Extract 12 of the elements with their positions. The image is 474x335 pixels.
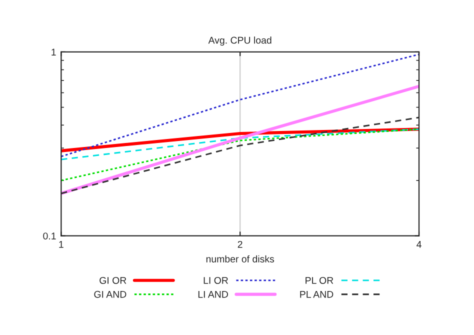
y-tick-label: 0.1 xyxy=(43,232,56,240)
legend-label: GI AND xyxy=(94,290,126,298)
legend-label: GI OR xyxy=(100,277,126,284)
legend-label: LI OR xyxy=(204,277,228,284)
legend-label: LI AND xyxy=(198,291,228,298)
x-axis-title: number of disks xyxy=(206,255,274,262)
x-tick-label: 2 xyxy=(238,240,242,248)
x-tick-label: 1 xyxy=(59,241,64,248)
x-tick-label: 4 xyxy=(416,241,422,248)
legend-label: PL AND xyxy=(300,291,334,298)
legend-label: PL OR xyxy=(306,277,334,284)
chart-title: Avg. CPU load xyxy=(208,36,272,46)
